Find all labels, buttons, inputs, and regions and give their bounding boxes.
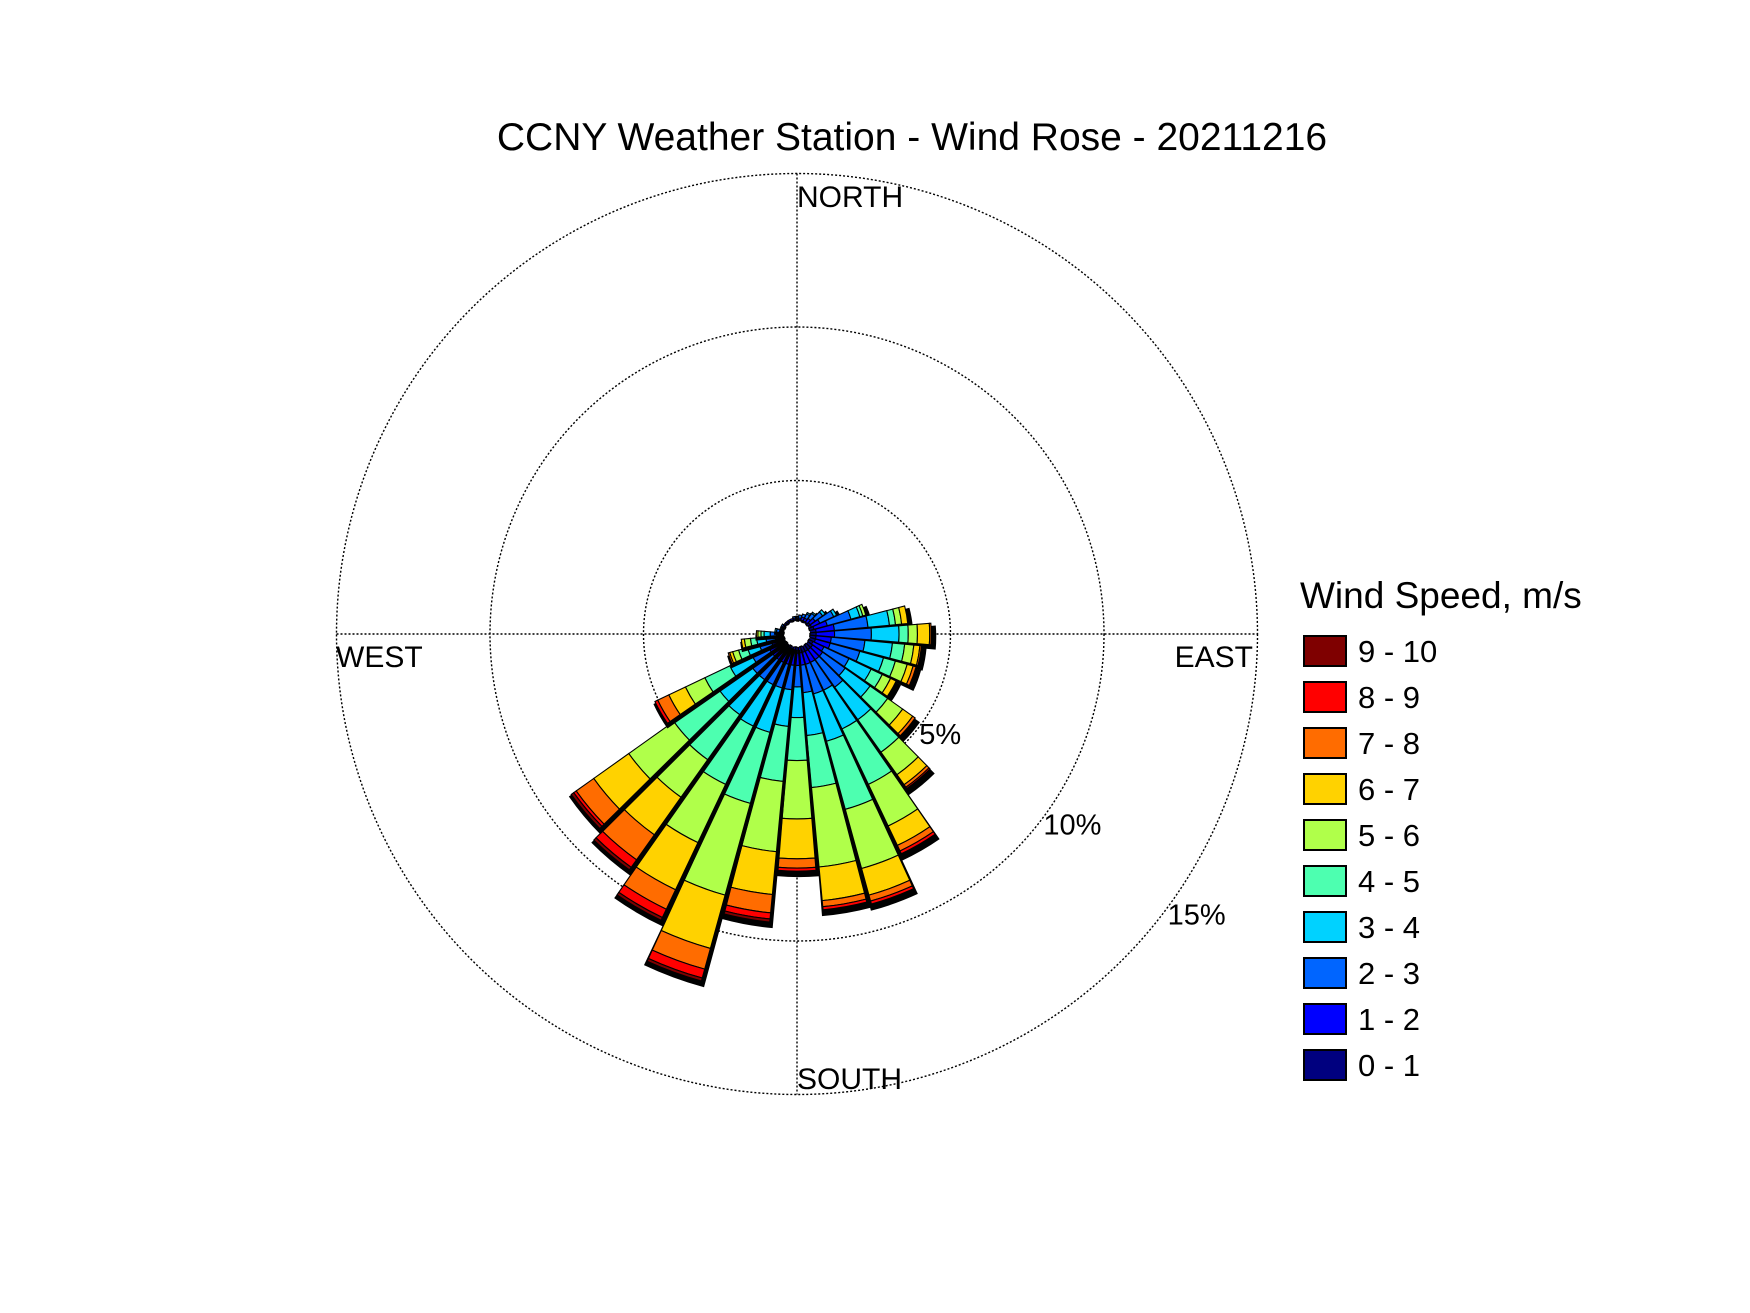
sector-210-bin-9	[616, 891, 664, 922]
compass-label-east: EAST	[1175, 641, 1253, 674]
legend-label-5: 5 - 6	[1358, 818, 1420, 853]
sector-100-bin-7	[915, 645, 923, 667]
sector-90-bin-4	[898, 624, 909, 644]
sector-250-bin-7	[727, 651, 735, 665]
sector-280-bin-3	[774, 627, 778, 633]
sector-180-bin-8	[777, 866, 817, 872]
sector-200-bin-9	[646, 957, 703, 982]
sector-90-bin-6	[916, 622, 931, 646]
sector-180-bin-7	[777, 857, 817, 869]
legend-swatch-6	[1303, 773, 1347, 805]
legend-swatch-7	[1303, 727, 1347, 759]
sector-240-bin-8	[654, 699, 671, 725]
sector-210	[614, 643, 794, 927]
ring-labels: 5% 10% 15%	[919, 719, 1225, 932]
sector-160-bin-8	[869, 885, 915, 905]
ring-label-1: 5%	[919, 719, 961, 751]
legend-label-6: 6 - 7	[1358, 772, 1420, 807]
legend-label-0: 0 - 1	[1358, 1048, 1420, 1083]
sector-140-bin-8	[905, 767, 931, 790]
sector-90	[809, 622, 937, 650]
legend: 9 - 10 8 - 9 7 - 8 6 - 7 5 - 6 4 - 5 3 - 4 2 - …	[1303, 634, 1437, 1083]
sector-80-bin-6	[898, 605, 909, 625]
sector-130-bin-7	[897, 715, 916, 737]
sector-180-bin-6	[778, 817, 816, 860]
sector-190-bin-9	[723, 910, 771, 923]
legend-label-7: 7 - 8	[1358, 726, 1420, 761]
sector-60-bin-3	[829, 608, 838, 618]
chart-title: CCNY Weather Station - Wind Rose - 20211…	[497, 116, 1327, 159]
sector-90-bin-3	[870, 625, 900, 643]
sector-220-bin-9	[593, 837, 632, 871]
sector-250-shadow	[727, 640, 788, 669]
sector-200	[643, 645, 796, 988]
sector-270-bin-6	[755, 630, 759, 638]
legend-swatch-9	[1303, 635, 1347, 667]
compass-label-west: WEST	[336, 641, 423, 674]
sector-130	[805, 640, 920, 743]
ring-label-2: 10%	[1043, 810, 1101, 842]
compass-label-north: NORTH	[797, 181, 903, 214]
sector-300-bin-2	[780, 623, 785, 628]
legend-swatch-2	[1303, 957, 1347, 989]
sector-260-bin-6	[740, 638, 747, 649]
ring-label-3: 15%	[1168, 900, 1226, 932]
legend-swatch-5	[1303, 819, 1347, 851]
sector-90-bin-7	[928, 622, 932, 646]
sector-120	[806, 638, 901, 703]
sector-90-bin-5	[907, 623, 918, 645]
legend-label-2: 2 - 3	[1358, 956, 1420, 991]
legend-swatch-0	[1303, 1049, 1347, 1081]
sector-180	[776, 646, 820, 878]
sector-270-bin-3	[763, 630, 771, 638]
sector-150-bin-8	[899, 830, 936, 855]
sector-150	[801, 643, 940, 861]
sector-230	[568, 640, 790, 835]
legend-label-3: 3 - 4	[1358, 910, 1420, 945]
legend-label-1: 1 - 2	[1358, 1002, 1420, 1037]
legend-label-8: 8 - 9	[1358, 680, 1420, 715]
sector-110-bin-7	[905, 665, 917, 687]
legend-swatch-4	[1303, 865, 1347, 897]
sector-190	[721, 645, 798, 929]
sector-140	[803, 642, 935, 796]
legend-label-4: 4 - 5	[1358, 864, 1420, 899]
sector-160	[799, 645, 918, 911]
legend-swatch-1	[1303, 1003, 1347, 1035]
sector-170	[797, 645, 871, 917]
legend-swatch-3	[1303, 911, 1347, 943]
sector-230-bin-9	[570, 791, 603, 830]
sector-80-bin-3	[865, 609, 891, 628]
legend-label-9: 9 - 10	[1358, 634, 1437, 669]
wind-rose-bars	[568, 603, 940, 988]
sector-170-bin-8	[822, 898, 868, 911]
sector-70-bin-5	[858, 603, 867, 617]
center-hub	[783, 620, 811, 648]
sector-120-bin-6	[881, 677, 897, 698]
sector-350-bin-2	[791, 615, 797, 620]
compass-label-south: SOUTH	[797, 1063, 902, 1096]
legend-title: Wind Speed, m/s	[1300, 575, 1582, 616]
legend-swatch-8	[1303, 681, 1347, 713]
